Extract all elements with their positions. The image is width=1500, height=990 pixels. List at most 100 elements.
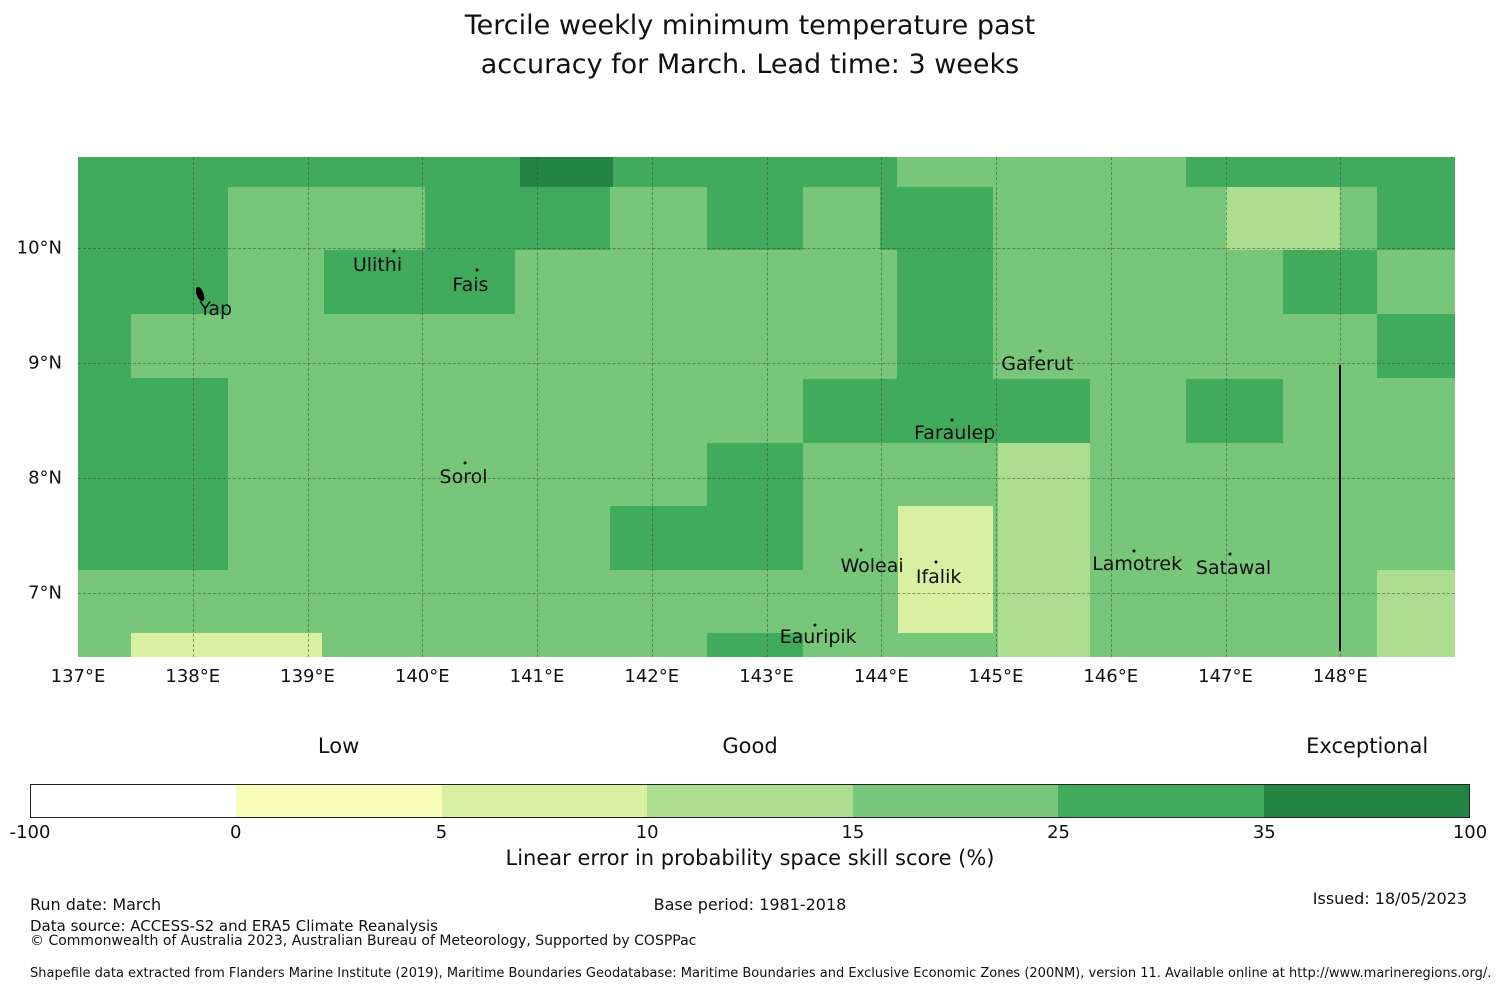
heatmap-cell-25-35: [323, 250, 516, 315]
colorbar-segment-35-100: [1263, 785, 1469, 817]
island-marker-dot: [950, 418, 954, 422]
heatmap-cell-25-35: [706, 443, 804, 570]
island-label-gaferut: Gaferut: [1001, 352, 1074, 375]
island-label-faraulep: Faraulep: [914, 421, 996, 444]
heatmap-cell-35-100: [519, 157, 613, 187]
colorbar-segment-5-10: [441, 785, 648, 817]
island-label-yap: Yap: [199, 297, 233, 320]
x-tick-label: 148°E: [1312, 666, 1368, 687]
heatmap-cell-25-35: [612, 157, 898, 187]
island-marker-dot: [1228, 552, 1232, 556]
colorbar-segment-15-25: [852, 785, 1059, 817]
colorbar-segment-10-15: [647, 785, 853, 817]
gridline-parallel: [78, 247, 1455, 249]
gridline-meridian: [1110, 157, 1112, 657]
colorbar-boundary-label: -100: [9, 822, 51, 843]
island-label-fais: Fais: [452, 273, 489, 296]
x-tick-label: 138°E: [165, 666, 221, 687]
colorbar-boundary-label: 25: [1047, 822, 1071, 843]
heatmap-cell-25-35: [1376, 186, 1455, 251]
colorbar-category-low: Low: [317, 734, 360, 758]
x-tick-label: 145°E: [968, 666, 1024, 687]
island-label-eauripik: Eauripik: [779, 626, 857, 649]
colorbar-boundary-label: 15: [841, 822, 865, 843]
chart-title-line1: Tercile weekly minimum temperature past: [464, 10, 1036, 41]
island-marker-dot: [463, 461, 467, 465]
heatmap-cell-10-15: [1225, 186, 1341, 251]
colorbar-title: Linear error in probability space skill …: [505, 846, 995, 870]
heatmap-cell-25-35: [78, 157, 229, 315]
gridline-parallel: [78, 362, 1455, 364]
island-marker-dot: [1132, 549, 1136, 553]
island-marker-dot: [1038, 349, 1042, 353]
gridline-meridian: [996, 157, 997, 657]
heatmap-cell-10-15: [998, 443, 1091, 657]
heatmap-cell-5-10: [130, 632, 323, 657]
colorbar-category-good: Good: [722, 734, 778, 758]
data-source-text: Data source: ACCESS-S2 and ERA5 Climate …: [30, 917, 438, 935]
x-tick-label: 141°E: [509, 666, 565, 687]
gridline-meridian: [766, 157, 768, 657]
y-tick-label: 7°N: [28, 582, 62, 604]
heatmap-cell-25-35: [424, 186, 611, 251]
colorbar-segment-25-35: [1058, 785, 1264, 817]
heatmap-cell-25-35: [1376, 314, 1455, 378]
heatmap-cell-10-15: [1376, 569, 1455, 657]
gridline-meridian: [881, 157, 883, 657]
y-tick-label: 9°N: [28, 352, 62, 374]
gridline-meridian: [192, 157, 194, 657]
gridline-meridian: [307, 157, 309, 657]
x-tick-label: 147°E: [1198, 666, 1253, 687]
colorbar-boundary-label: 10: [635, 822, 659, 843]
gridline-meridian: [422, 157, 424, 657]
island-label-woleai: Woleai: [840, 555, 904, 578]
colorbar: [30, 784, 1470, 818]
colorbar-boundary-label: 0: [229, 822, 242, 843]
x-tick-label: 140°E: [394, 666, 450, 687]
heatmap-cell-25-35: [1186, 378, 1283, 444]
run-date-text: Run date: March: [30, 895, 162, 914]
island-label-lamotrek: Lamotrek: [1092, 552, 1183, 575]
heatmap-cell-25-35: [706, 186, 804, 251]
colorbar-category-exceptional: Exceptional: [1306, 734, 1429, 758]
chart-title: Tercile weekly minimum temperature past …: [0, 6, 1500, 84]
colorbar-boundary-label: 35: [1252, 822, 1276, 843]
gridline-meridian: [537, 157, 538, 657]
copyright-text: © Commonwealth of Australia 2023, Austra…: [30, 933, 697, 949]
island-marker-dot: [859, 548, 863, 552]
island-marker-dot: [934, 560, 938, 564]
island-label-satawal: Satawal: [1195, 557, 1272, 580]
heatmap-cell-25-35: [803, 378, 1091, 444]
shapefile-attribution-text: Shapefile data extracted from Flanders M…: [30, 966, 1492, 981]
map-plot: Yap Ulithi Fais Sorol Gaferut Faraulep Woleai I…: [78, 157, 1455, 657]
island-marker-dot: [813, 623, 817, 627]
heatmap-cell-25-35: [1186, 157, 1455, 187]
colorbar-boundary-label: 5: [435, 822, 448, 843]
gridline-meridian: [651, 157, 653, 657]
island-marker-dot: [475, 268, 479, 272]
island-label-ulithi: Ulithi: [352, 254, 403, 277]
issued-date-text: Issued: 18/05/2023: [1312, 889, 1467, 908]
heatmap-cell-25-35: [880, 186, 993, 251]
chart-title-line2: accuracy for March. Lead time: 3 weeks: [480, 49, 1020, 80]
gridline-parallel: [78, 477, 1455, 479]
y-tick-label: 8°N: [28, 467, 62, 489]
island-label-ifalik: Ifalik: [915, 565, 962, 588]
heatmap-cell-25-35: [228, 157, 520, 187]
colorbar-segment--100-0: [31, 785, 237, 817]
island-marker-dot: [392, 249, 396, 253]
x-tick-label: 146°E: [1083, 666, 1139, 687]
island-label-sorol: Sorol: [439, 465, 488, 488]
heatmap-cell-25-35: [897, 250, 993, 379]
gridline-parallel: [78, 592, 1455, 594]
heatmap-cell-25-35: [1282, 250, 1377, 315]
x-tick-label: 142°E: [624, 666, 680, 687]
x-tick-label: 144°E: [853, 666, 909, 687]
colorbar-boundary-label: 100: [1452, 822, 1488, 843]
heatmap-cell-5-10: [898, 506, 993, 633]
heatmap-cell-25-35: [78, 314, 131, 378]
y-tick-label: 10°N: [16, 237, 62, 259]
longitude-marker-line: [1339, 365, 1342, 652]
x-tick-label: 143°E: [739, 666, 794, 687]
heatmap-cell-25-35: [706, 632, 804, 657]
